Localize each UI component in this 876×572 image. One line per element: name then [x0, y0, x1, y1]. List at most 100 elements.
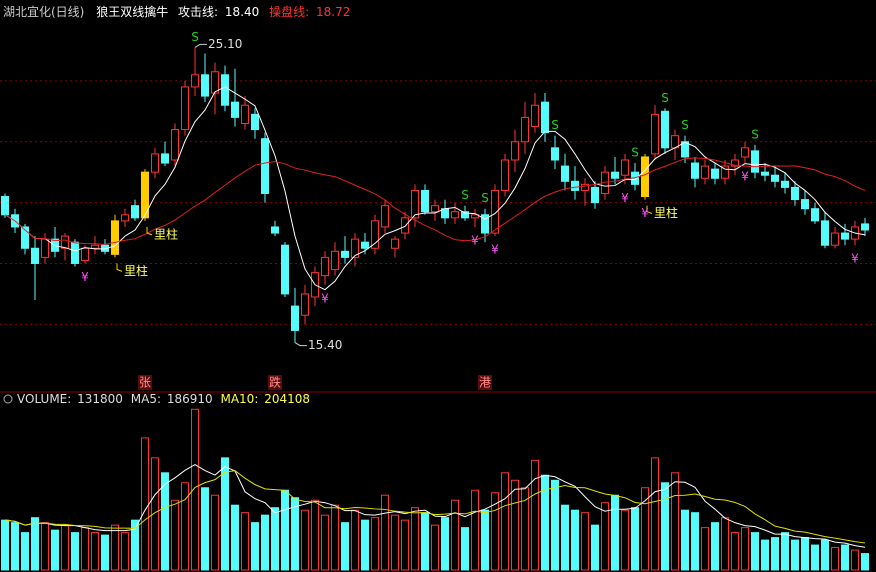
volume-bar — [491, 492, 499, 571]
volume-bar — [581, 512, 589, 571]
volume-bar — [381, 494, 389, 571]
volume-bar — [741, 527, 749, 571]
candle-body — [151, 153, 159, 173]
signal: S — [481, 191, 489, 205]
signal: S — [661, 91, 669, 105]
candle-body — [361, 241, 369, 249]
candle-body — [541, 101, 549, 134]
candle-body — [771, 174, 779, 182]
volume-bar — [211, 494, 219, 571]
candle-body — [731, 159, 739, 167]
candle-body — [41, 238, 49, 258]
candle-body — [31, 247, 39, 264]
attack-label: 攻击线: — [178, 5, 218, 19]
volume-bar — [481, 509, 489, 571]
volume-bar — [521, 487, 529, 571]
signal: ¥ — [81, 270, 89, 284]
volume-bar — [371, 517, 379, 571]
candle-body — [761, 171, 769, 176]
candle-body — [811, 208, 819, 222]
volume-bar — [261, 514, 269, 571]
candle-body — [251, 113, 259, 131]
candle-body — [681, 141, 689, 158]
volume-bar — [861, 553, 869, 571]
candle-body — [661, 110, 669, 149]
candle-body — [711, 168, 719, 179]
indicator-title: 狼王双线擒牛 — [96, 4, 168, 19]
volume-bar — [231, 504, 239, 571]
volume-bar — [51, 529, 59, 571]
volume-bar — [391, 514, 399, 571]
candle-body — [201, 74, 209, 97]
volume-bar — [341, 522, 349, 571]
candle-body — [841, 232, 849, 240]
extreme-label: 15.40 — [308, 338, 342, 352]
volume-bar — [831, 547, 839, 571]
volume-bar — [121, 532, 129, 571]
ma10-label: MA10: — [220, 392, 258, 406]
candle-body — [181, 86, 189, 131]
volume-bar — [641, 487, 649, 571]
signal: S — [681, 118, 689, 132]
stock-title: 湖北宜化(日线) — [3, 4, 84, 19]
volume-bar — [611, 494, 619, 571]
volume-bar — [351, 509, 359, 571]
volume-ma10 — [4, 470, 866, 544]
highlight-label: 里柱 — [654, 205, 678, 220]
candle-body — [861, 223, 869, 231]
signal: ¥ — [851, 252, 859, 266]
trade-value: 18.72 — [316, 5, 350, 19]
signal: ¥ — [621, 191, 629, 205]
candle-body — [791, 186, 799, 201]
volume-bar — [361, 519, 369, 571]
candle-body — [531, 104, 539, 128]
trade-label: 操盘线: — [269, 4, 309, 19]
volume-bar — [461, 527, 469, 571]
volume-bar — [291, 497, 299, 571]
candle-body — [751, 150, 759, 173]
volume-bar — [241, 512, 249, 571]
candle-body — [121, 214, 129, 222]
volume-bar — [631, 507, 639, 571]
candle-body — [431, 205, 439, 213]
marker-label: 跌 — [269, 375, 281, 390]
volume-bar — [721, 517, 729, 571]
volume-bar — [101, 534, 109, 571]
volume-bar — [571, 509, 579, 571]
candle-body — [281, 244, 289, 295]
candle-body — [231, 101, 239, 118]
volume-bar — [71, 532, 79, 571]
volume-bar — [81, 527, 89, 571]
attack-line — [4, 86, 866, 291]
volume-bar — [151, 457, 159, 571]
candle-body — [331, 250, 339, 271]
volume-bar — [221, 457, 229, 571]
volume-bar — [91, 532, 99, 571]
volume-bar — [821, 539, 829, 571]
volume-bar — [561, 504, 569, 571]
marker-label: 张 — [139, 376, 151, 390]
candle-body — [401, 217, 409, 234]
candle-body — [571, 180, 579, 191]
volume-bar — [31, 517, 39, 571]
marker-box — [478, 375, 492, 390]
volume-bar — [431, 524, 439, 571]
volume-bar — [311, 499, 319, 571]
extreme-pointer — [294, 342, 307, 347]
volume-bar — [501, 472, 509, 571]
candle-body — [81, 247, 89, 261]
signal: ¥ — [471, 233, 479, 247]
volume-ma5 — [4, 463, 866, 548]
candle-body — [341, 250, 349, 258]
ma5-value: 186910 — [167, 392, 213, 406]
volume-bar — [661, 482, 669, 571]
candle-body — [211, 71, 219, 94]
volume-bar — [161, 472, 169, 571]
candle-body — [641, 156, 649, 198]
volume-bar — [401, 519, 409, 571]
volume-value: 131800 — [77, 392, 123, 406]
candle-body — [371, 220, 379, 249]
candle-body — [141, 171, 149, 219]
candle-body — [21, 226, 29, 249]
